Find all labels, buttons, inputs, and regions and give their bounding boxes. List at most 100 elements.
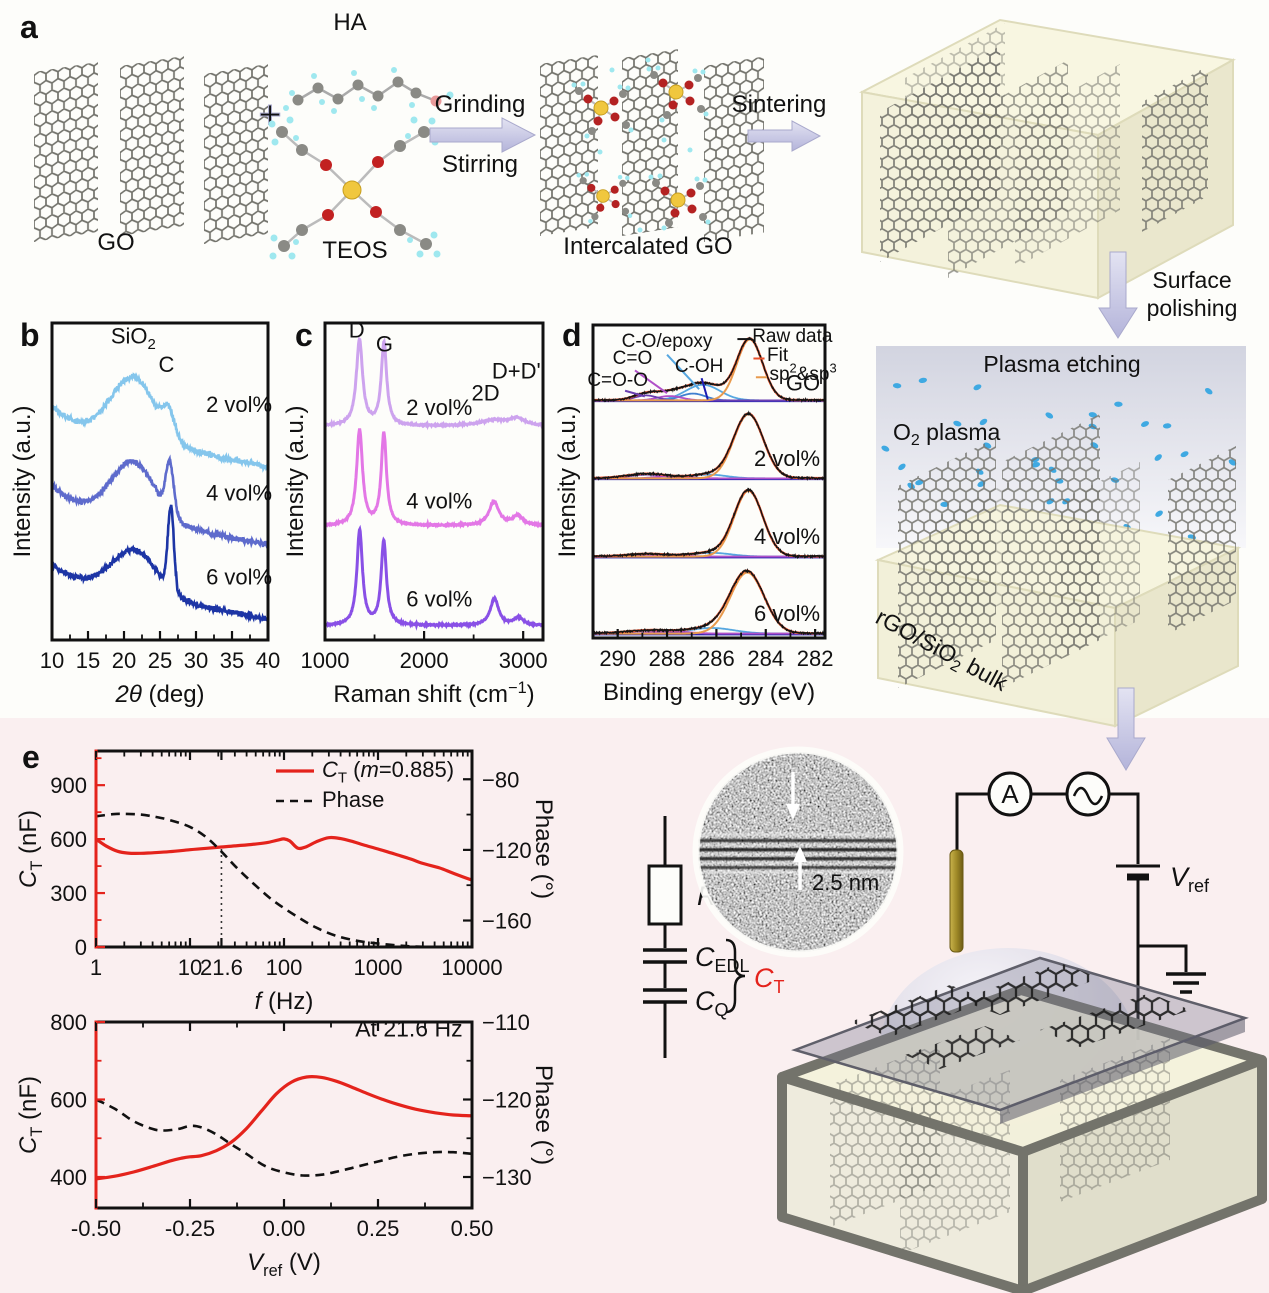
x-tick-label: 10 <box>178 955 202 980</box>
annotation-3: D+D' <box>492 358 541 383</box>
xps-raw-2 <box>593 487 825 560</box>
left-tick-label: 800 <box>50 1010 87 1035</box>
series-Phase <box>96 812 472 947</box>
x-tick-label: 290 <box>599 646 636 671</box>
x-tick-label: 21.6 <box>200 955 243 980</box>
x-tick-label: 1000 <box>301 648 350 673</box>
y-axis-left-title: CT (nF) <box>15 810 46 888</box>
x-tick-label: 0.25 <box>357 1216 400 1241</box>
x-axis-title: Raman shift (cm−1) <box>333 679 534 708</box>
vref-label: Vref <box>1170 862 1210 896</box>
go-sheets <box>34 55 268 244</box>
curve-label-1: 4 vol% <box>206 481 272 506</box>
o2-plasma-dot <box>1155 510 1163 517</box>
x-tick-label: 0.50 <box>451 1216 494 1241</box>
annotation-0: At 21.6 Hz <box>355 1016 462 1042</box>
x-tick-label: 15 <box>76 648 100 673</box>
o2-plasma-dot <box>898 463 906 471</box>
device-cell-3d <box>777 956 1267 1293</box>
curve-label-0: 2 vol% <box>406 395 472 420</box>
left-tick-label: 600 <box>50 827 87 852</box>
series-C_T <box>96 835 472 882</box>
plot-frame <box>591 323 827 640</box>
o2-plasma-label: O2 plasma <box>893 419 1001 449</box>
x-tick-label: 10000 <box>441 955 502 980</box>
panel-c-label: c <box>295 317 313 353</box>
series-4 vol% <box>52 454 268 551</box>
xps-sample-label-2: 4 vol% <box>754 524 820 549</box>
series-Phase <box>96 1098 472 1177</box>
working-electrode <box>949 849 964 953</box>
x-axis-title: f (Hz) <box>255 988 314 1015</box>
right-tick-label: −160 <box>482 909 532 934</box>
x-axis: -0.50 -0.25 0.00 0.25 0.50 <box>71 1022 493 1241</box>
y-axis-right-title: Phase (°) <box>530 799 557 899</box>
o2-plasma-dot <box>1141 421 1149 427</box>
y-axis-left: 0 300 600 900 <box>50 757 105 960</box>
annotation-1: C=O <box>613 348 653 369</box>
tem-scale-label: 2.5 nm <box>812 870 879 895</box>
stirring-label: Stirring <box>442 151 518 178</box>
raman-plot: 2 vol% 4 vol% 6 vol% DG 2DD+D' 1000 2000 3000 Ra… <box>282 317 548 708</box>
intercalated-go <box>540 49 764 242</box>
pointer-0 <box>666 354 700 390</box>
plasma-title: Plasma etching <box>983 351 1140 377</box>
o2-plasma-dot <box>979 418 988 426</box>
o2-plasma-dot <box>1154 454 1162 461</box>
curve-label-2: 6 vol% <box>406 587 472 612</box>
ct-label: CT <box>754 963 785 997</box>
o2-plasma-dot <box>1045 412 1054 419</box>
annotation-5: Fit <box>767 345 789 366</box>
x-tick-label: -0.25 <box>165 1216 215 1241</box>
x-tick-label: 2000 <box>400 648 449 673</box>
left-tick-label: 400 <box>50 1165 87 1190</box>
x-axis-title: Binding energy (eV) <box>603 679 815 706</box>
annotation-3: C-OH <box>675 356 724 377</box>
sintered-bulk-3d <box>858 18 1236 300</box>
ammeter-label: A <box>1001 779 1019 809</box>
tem-inset: 2.5 nm <box>692 746 904 958</box>
o2-plasma-dot <box>953 420 962 427</box>
series-2 vol% <box>52 372 268 473</box>
o2-plasma-dot <box>1180 451 1189 458</box>
y-axis-right-title: Phase (°) <box>530 1065 557 1165</box>
xps-raw-3 <box>593 568 825 637</box>
x-tick-label: 284 <box>747 646 784 671</box>
right-tick-label: −120 <box>482 1088 532 1113</box>
ha-label: HA <box>333 9 366 36</box>
o2-plasma-dot <box>973 384 982 391</box>
surface-polishing-arrow-icon <box>1098 251 1138 339</box>
grinding-arrow-icon <box>429 117 537 153</box>
panel-a-label: a <box>20 9 38 45</box>
y-axis-title: Intensity (a.u.) <box>282 405 309 557</box>
xps-sample-label-3: 6 vol% <box>754 601 820 626</box>
x-tick-label: 288 <box>649 646 686 671</box>
x-tick-label: 30 <box>184 648 208 673</box>
sintering-arrow-icon <box>747 120 822 152</box>
y-axis-title: Intensity (a.u.) <box>9 405 36 557</box>
annotation-1: G <box>376 332 393 357</box>
series-2 vol% <box>325 336 543 431</box>
ha-molecule <box>283 67 454 114</box>
x-axis: 1000 2000 3000 <box>301 631 548 673</box>
annotation-2: 2D <box>471 381 499 406</box>
annotation-0: D <box>349 317 365 342</box>
annotation-4: Raw data <box>752 326 833 347</box>
x-axis-title: Vref (V) <box>247 1249 321 1280</box>
surface-label-2: polishing <box>1147 295 1238 321</box>
legend-label-1: Phase <box>322 787 384 812</box>
x-axis-title: 2θ (deg) <box>114 681 204 708</box>
o2-plasma-dot <box>881 445 890 452</box>
curve-label-2: 6 vol% <box>206 565 272 590</box>
x-tick-label: 3000 <box>499 648 548 673</box>
x-tick-label: 1 <box>90 955 102 980</box>
panel-b-label: b <box>20 317 40 353</box>
xps-sample-label-1: 2 vol% <box>754 446 820 471</box>
series-6 vol% <box>325 524 543 631</box>
